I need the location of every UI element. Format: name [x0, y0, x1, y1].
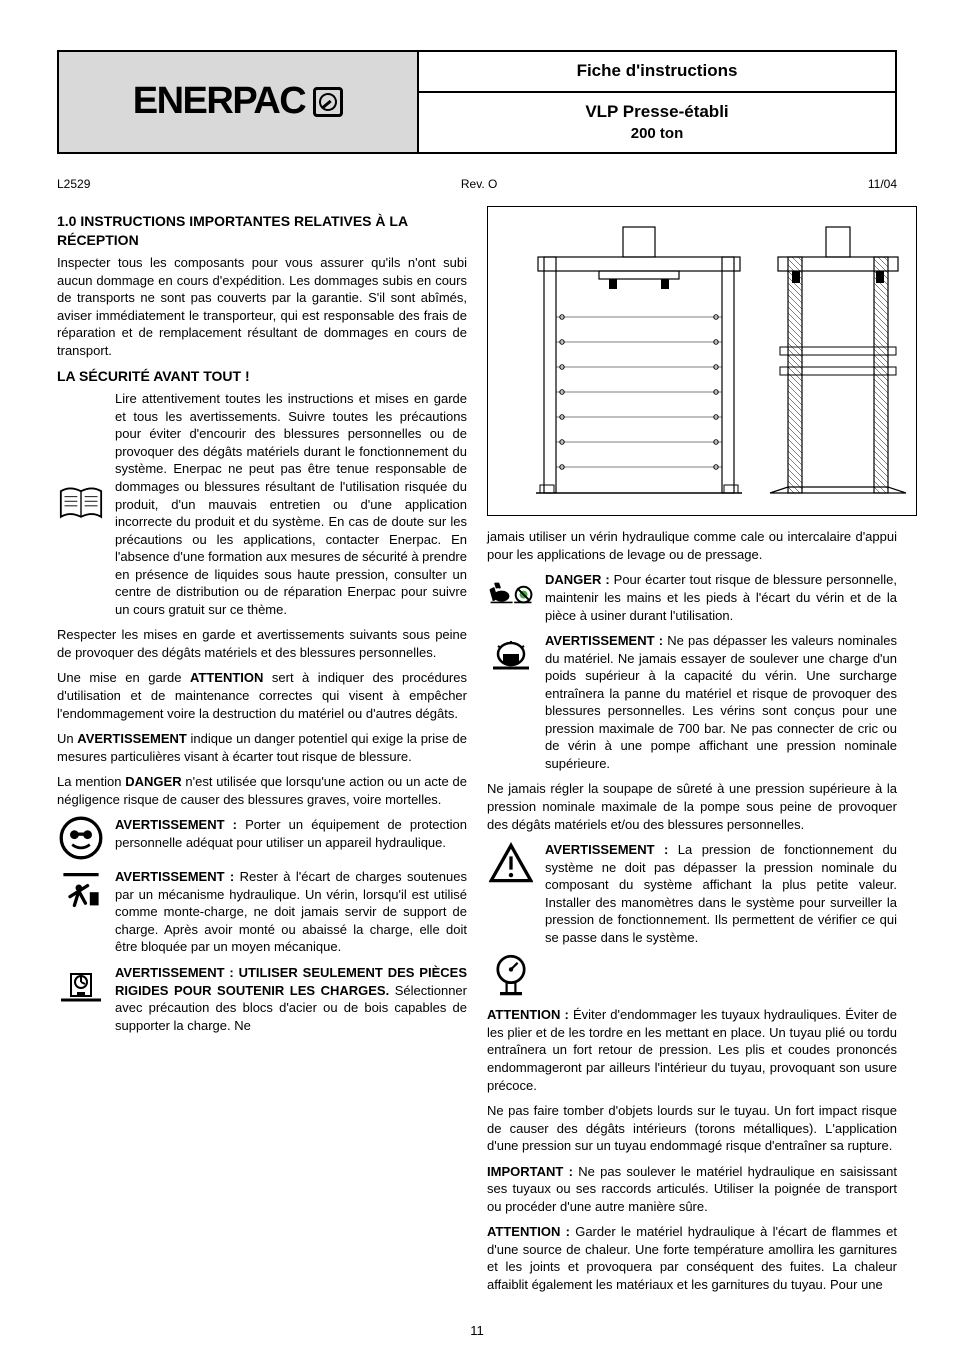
warn-ppe: AVERTISSEMENT : Porter un équipement de … — [57, 816, 467, 860]
term-attention: Une mise en garde ATTENTION sert à indiq… — [57, 669, 467, 722]
press-icon — [57, 964, 105, 1008]
warn-syspress: AVERTISSEMENT : La pression de fonctionn… — [487, 841, 897, 946]
meta-rev: Rev. O — [461, 176, 497, 192]
logo-cell: ENERPAC — [59, 52, 419, 152]
header-bar: ENERPAC Fiche d'instructions VLP Presse-… — [57, 50, 897, 154]
rating-icon — [487, 632, 535, 676]
meta-row: L2529 Rev. O 11/04 — [57, 176, 897, 192]
safety-intro-body: Lire attentivement toutes les instructio… — [115, 390, 467, 618]
figure-svg — [488, 207, 918, 517]
warn-hose: ATTENTION : Éviter d'endommager les tuya… — [487, 1006, 897, 1094]
safety-followup: Respecter les mises en garde et avertiss… — [57, 626, 467, 661]
page-number: 11 — [57, 1322, 897, 1340]
header-doc-type: Fiche d'instructions — [419, 52, 895, 93]
warn-cont-1: jamais utiliser un vérin hydraulique com… — [487, 528, 897, 563]
two-column-body: 1.0 INSTRUCTIONS IMPORTANTES RELATIVES À… — [57, 206, 897, 1301]
warn-rigidparts-text: AVERTISSEMENT : UTILISER SEULEMENT DES P… — [115, 964, 467, 1034]
term-danger: La mention DANGER n'est utilisée que lor… — [57, 773, 467, 808]
section-1-body: Inspecter tous les composants pour vous … — [57, 254, 467, 359]
warn-lift: IMPORTANT : Ne pas soulever le matériel … — [487, 1163, 897, 1216]
safety-intro-row: Lire attentivement toutes les instructio… — [57, 390, 467, 618]
header-title: VLP Presse-établi — [429, 101, 885, 124]
warn-stayclear-text: AVERTISSEMENT : Rester à l'écart de char… — [115, 868, 467, 956]
brand-logo-icon — [313, 87, 343, 117]
danger-hands: DANGER : Pour écarter tout risque de ble… — [487, 571, 897, 624]
ppe-icon — [57, 816, 105, 860]
warn-drop: Ne pas faire tomber d'objets lourds sur … — [487, 1102, 897, 1155]
stayclear-icon — [57, 868, 105, 912]
warning-triangle-icon — [487, 841, 535, 885]
section-1-heading: 1.0 INSTRUCTIONS IMPORTANTES RELATIVES À… — [57, 212, 467, 250]
warn-rigidparts: AVERTISSEMENT : UTILISER SEULEMENT DES P… — [57, 964, 467, 1034]
hands-feet-icon — [487, 571, 535, 615]
left-column: 1.0 INSTRUCTIONS IMPORTANTES RELATIVES À… — [57, 206, 467, 1301]
book-icon — [57, 482, 105, 526]
header-title-block: VLP Presse-établi 200 ton — [419, 93, 895, 152]
danger-hands-text: DANGER : Pour écarter tout risque de ble… — [545, 571, 897, 624]
warn-ppe-text: AVERTISSEMENT : Porter un équipement de … — [115, 816, 467, 851]
header-subtitle: 200 ton — [429, 124, 885, 144]
warn-relief: Ne jamais régler la soupape de sûreté à … — [487, 780, 897, 833]
term-avertissement: Un AVERTISSEMENT indique un danger poten… — [57, 730, 467, 765]
meta-date: 11/04 — [868, 176, 897, 192]
warn-rating: AVERTISSEMENT : Ne pas dépasser les vale… — [487, 632, 897, 772]
brand-logo-text: ENERPAC — [133, 76, 306, 127]
section-safety-heading: LA SÉCURITÉ AVANT TOUT ! — [57, 367, 467, 386]
figure-press — [487, 206, 917, 516]
right-column: jamais utiliser un vérin hydraulique com… — [487, 206, 897, 1301]
warn-rating-text: AVERTISSEMENT : Ne pas dépasser les vale… — [545, 632, 897, 772]
warn-syspress-text: AVERTISSEMENT : La pression de fonctionn… — [545, 841, 897, 946]
gauge-icon — [487, 954, 535, 998]
warn-heat: ATTENTION : Garder le matériel hydrauliq… — [487, 1223, 897, 1293]
gauge-row — [487, 954, 897, 998]
header-right: Fiche d'instructions VLP Presse-établi 2… — [419, 52, 895, 152]
warn-stayclear: AVERTISSEMENT : Rester à l'écart de char… — [57, 868, 467, 956]
meta-sheet: L2529 — [57, 176, 90, 192]
